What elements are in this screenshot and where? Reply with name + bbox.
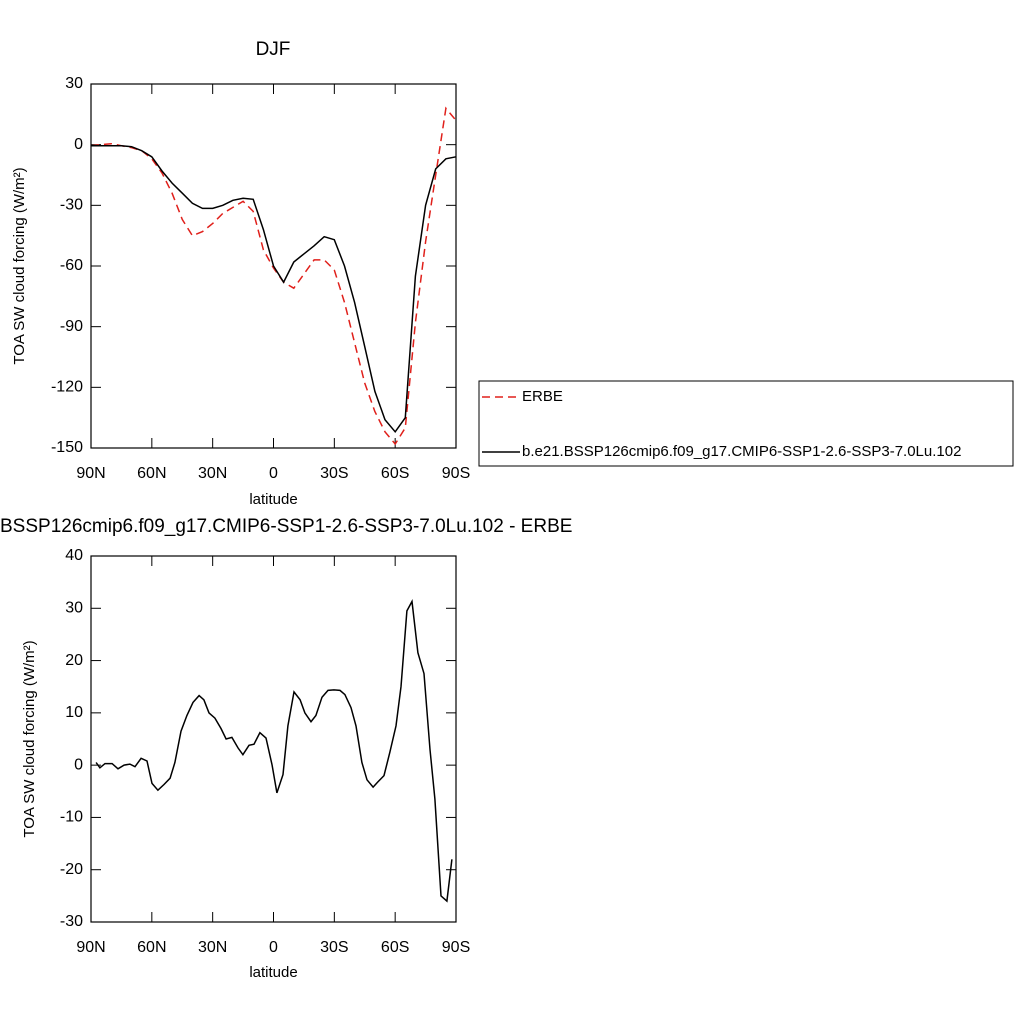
- x-tick-label: 30S: [320, 939, 348, 956]
- y-tick-label: 30: [65, 600, 83, 617]
- y-tick-label: 10: [65, 704, 83, 721]
- x-tick-label: 60N: [137, 465, 166, 482]
- y-axis-label: TOA SW cloud forcing (W/m²): [11, 167, 28, 364]
- y-tick-label: -60: [60, 257, 83, 274]
- x-tick-label: 30N: [198, 939, 227, 956]
- y-tick-label: -20: [60, 861, 83, 878]
- x-tick-label: 90S: [442, 465, 470, 482]
- x-tick-label: 0: [269, 465, 278, 482]
- chart-title: DJF: [256, 39, 291, 60]
- x-tick-label: 30N: [198, 465, 227, 482]
- plot-frame: [90, 83, 457, 449]
- y-tick-label: -150: [51, 439, 83, 456]
- x-tick-label: 90N: [76, 465, 105, 482]
- y-tick-label: 40: [65, 547, 83, 564]
- y-tick-label: -30: [60, 913, 83, 930]
- y-axis-label: TOA SW cloud forcing (W/m²): [21, 640, 38, 837]
- y-tick-label: -10: [60, 809, 83, 826]
- data-line: [91, 144, 457, 434]
- x-tick-label: 60S: [381, 939, 409, 956]
- y-tick-label: -120: [51, 379, 83, 396]
- y-tick-label: -90: [60, 318, 83, 335]
- y-tick-label: 0: [74, 756, 83, 773]
- y-tick-label: 20: [65, 652, 83, 669]
- x-axis-label: latitude: [249, 964, 297, 981]
- x-axis-label: latitude: [249, 491, 297, 508]
- plot-frame: [90, 555, 457, 923]
- x-tick-label: 60N: [137, 939, 166, 956]
- data-line: [95, 599, 453, 903]
- x-tick-label: 30S: [320, 465, 348, 482]
- legend-label: ERBE: [522, 388, 563, 405]
- chart-title: BSSP126cmip6.f09_g17.CMIP6-SSP1-2.6-SSP3…: [0, 516, 572, 537]
- legend-label: b.e21.BSSP126cmip6.f09_g17.CMIP6-SSP1-2.…: [522, 443, 961, 460]
- y-tick-label: 30: [65, 75, 83, 92]
- x-tick-label: 0: [269, 939, 278, 956]
- x-tick-label: 90S: [442, 939, 470, 956]
- legend-box: [478, 380, 1014, 467]
- y-tick-label: 0: [74, 136, 83, 153]
- data-line: [90, 106, 457, 446]
- x-tick-label: 60S: [381, 465, 409, 482]
- x-tick-label: 90N: [76, 939, 105, 956]
- y-tick-label: -30: [60, 197, 83, 214]
